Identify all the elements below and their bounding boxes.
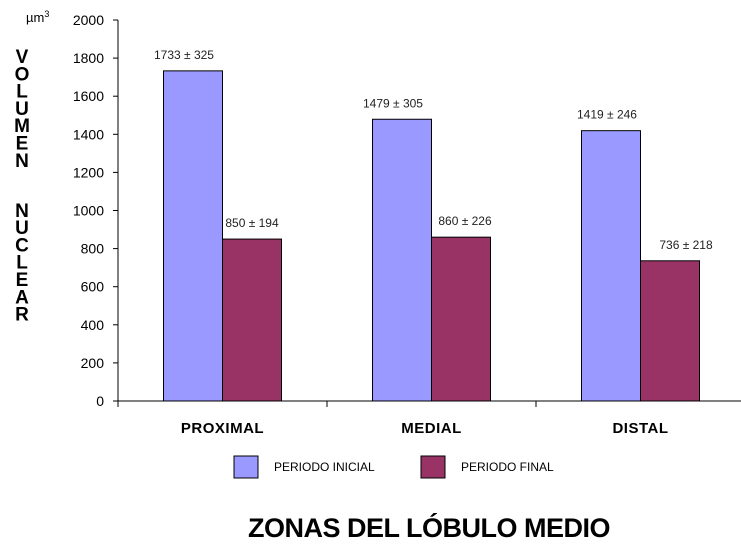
data-label: 1419 ± 246 xyxy=(577,108,637,122)
data-label: 850 ± 194 xyxy=(225,216,279,230)
bar-inicial xyxy=(372,118,432,402)
bar-final xyxy=(640,260,700,402)
y-axis-title: V O L U M E N N U C L E A R xyxy=(14,47,30,326)
bars: 1733 ± 325 850 ± 194 1479 ± 305 860 ± 226 14… xyxy=(154,48,713,402)
y-tick-label: 1400 xyxy=(73,126,104,142)
legend-swatch xyxy=(420,455,446,479)
y-unit-superscript: 3 xyxy=(44,9,49,19)
x-tick-label: DISTAL xyxy=(612,420,668,437)
x-axis: PROXIMAL MEDIAL DISTAL xyxy=(117,400,741,437)
legend-swatch xyxy=(233,455,259,479)
y-tick-label: 800 xyxy=(81,241,105,257)
y-tick-label: 2000 xyxy=(73,12,104,28)
y-axis: 0 200 400 600 800 1000 1200 1400 1600 1800 2000 xyxy=(73,12,119,409)
y-tick-label: 400 xyxy=(81,317,105,333)
svg-text:µm3: µm3 xyxy=(26,9,49,25)
x-axis-title: ZONAS DEL LÓBULO MEDIO xyxy=(248,512,610,543)
y-tick-label: 600 xyxy=(81,279,105,295)
y-tick-label: 1800 xyxy=(73,50,104,66)
y-axis-unit: µm3 xyxy=(26,9,49,25)
bar-final xyxy=(431,236,491,402)
y-tick-label: 200 xyxy=(81,355,105,371)
legend-label: PERIODO INICIAL xyxy=(274,460,375,474)
y-tick-label: 1600 xyxy=(73,88,104,104)
y-tick-label: 0 xyxy=(96,393,104,409)
data-label: 1479 ± 305 xyxy=(363,96,423,110)
data-label: 736 ± 218 xyxy=(659,238,713,252)
y-tick-label: 1200 xyxy=(73,164,104,180)
x-tick-label: MEDIAL xyxy=(401,420,462,437)
legend: PERIODO INICIAL PERIODO FINAL xyxy=(233,455,554,479)
x-tick-label: PROXIMAL xyxy=(181,420,264,437)
legend-label: PERIODO FINAL xyxy=(461,460,554,474)
bar-inicial xyxy=(163,70,223,402)
bar-inicial xyxy=(581,130,641,402)
data-label: 860 ± 226 xyxy=(438,214,492,228)
y-unit-text: µm xyxy=(26,10,44,25)
data-label: 1733 ± 325 xyxy=(154,48,214,62)
bar-final xyxy=(222,238,282,402)
y-tick-label: 1000 xyxy=(73,203,104,219)
